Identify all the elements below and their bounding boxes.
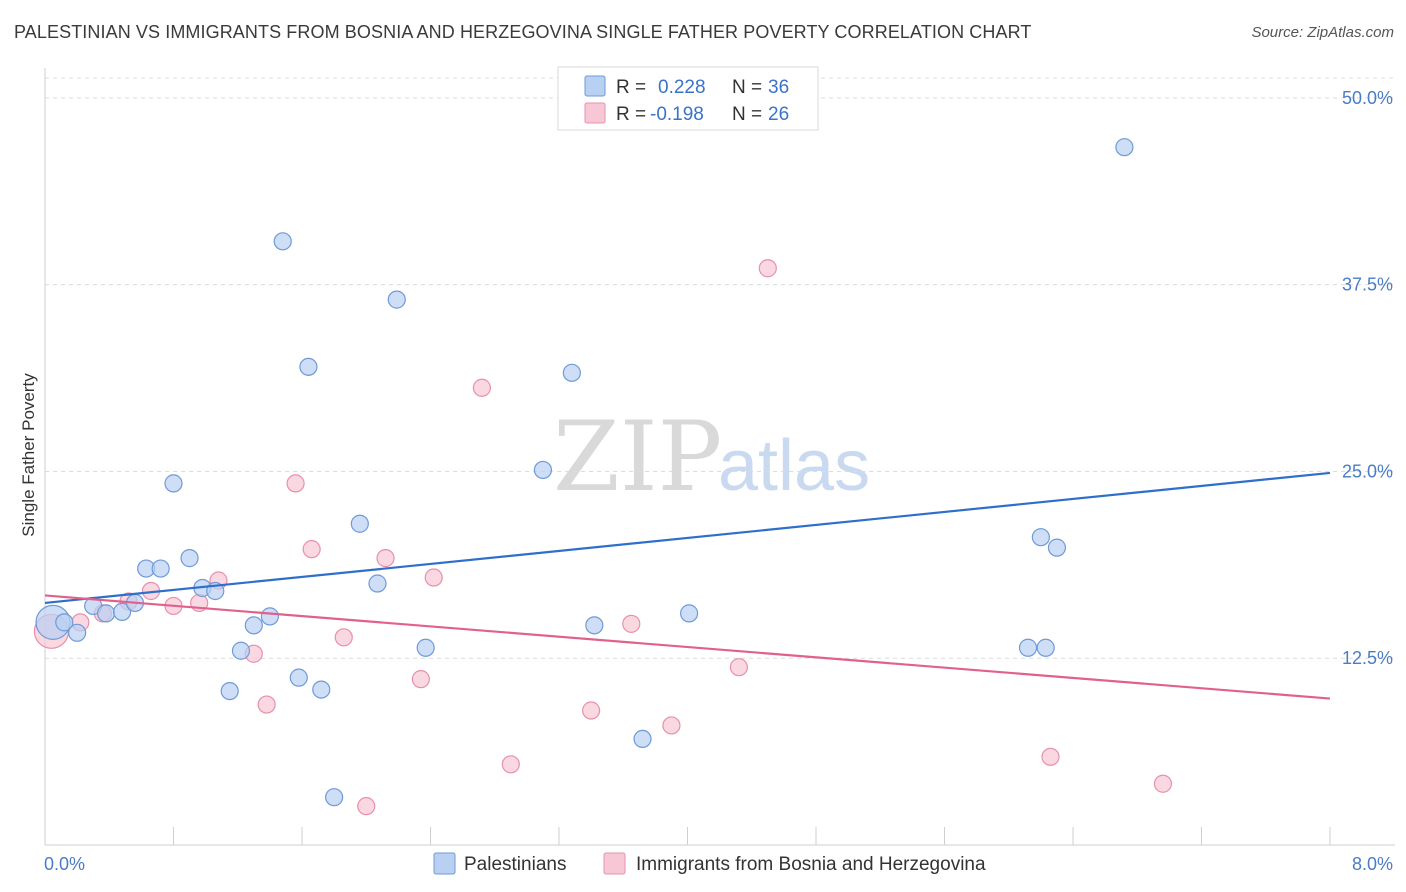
point-palestinians [325,788,344,807]
bottom-legend-swatch-palestinians [433,852,456,875]
point-palestinians [1018,638,1038,657]
point-palestinians [585,616,604,635]
point-bosnia [302,540,321,559]
point-bosnia [501,755,520,774]
point-bosnia [662,716,681,735]
point-palestinians [312,680,331,699]
point-bosnia [357,797,376,816]
point-bosnia [1153,774,1173,793]
point-bosnia [376,549,395,568]
point-palestinians [96,604,116,623]
point-bosnia [758,259,777,278]
point-palestinians [68,623,87,642]
legend-swatch-bosnia [584,102,606,124]
point-bosnia [424,568,443,587]
point-palestinians [231,641,251,660]
legend-n-label-2: N = [732,104,762,125]
bottom-legend-swatch-bosnia [603,852,626,875]
source-label: Source: ZipAtlas.com [1251,24,1394,41]
point-bosnia [1041,747,1060,766]
bottom-legend-label-palestinians: Palestinians [464,854,566,875]
point-palestinians [260,607,279,626]
point-palestinians [55,613,74,632]
point-palestinians [289,668,308,687]
point-palestinians [1031,528,1050,547]
points-bosnia [33,259,1173,816]
legend-box: R = 0.228 N = 36 R = -0.198 N = 26 [557,66,819,131]
point-palestinians [387,290,406,309]
legend-r-value-1: 0.228 [658,77,706,98]
legend-n-value-2: 26 [768,104,789,125]
point-bosnia [582,701,601,720]
point-palestinians [1115,138,1134,157]
point-palestinians [562,363,581,382]
point-palestinians [273,232,292,251]
point-bosnia [334,628,353,647]
x-tick-label-max: 8.0% [1352,854,1393,874]
legend-r-label-2: R = [616,104,646,125]
y-axis-label: Single Father Poverty [19,373,38,537]
y-tick-label: 37.5% [1342,275,1393,295]
point-palestinians [299,357,318,376]
trendline-palestinians [44,471,1331,605]
point-palestinians [633,729,652,749]
y-tick-label: 50.0% [1342,88,1393,108]
x-tick-label-min: 0.0% [44,854,85,874]
legend-swatch-palestinians [584,75,606,97]
point-palestinians [151,559,170,578]
point-palestinians [244,616,263,635]
point-palestinians [416,638,435,657]
legend-n-label-1: N = [732,77,762,98]
point-palestinians [1047,538,1067,557]
point-palestinians [350,514,369,533]
chart-title: PALESTINIAN VS IMMIGRANTS FROM BOSNIA AN… [14,22,1032,42]
point-palestinians [680,604,699,623]
point-palestinians [112,602,132,622]
point-bosnia [472,378,491,397]
trendline-bosnia [44,594,1331,700]
point-palestinians [220,681,239,701]
y-tick-labels: 12.5% 25.0% 37.5% 50.0% [1342,88,1393,668]
point-palestinians [533,460,553,480]
point-palestinians [164,474,183,493]
watermark-atlas: atlas [718,426,870,506]
axes [44,68,1395,846]
point-bosnia [257,695,276,714]
bottom-legend: Palestinians Immigrants from Bosnia and … [433,852,986,875]
point-bosnia [286,474,305,493]
point-bosnia [411,670,430,689]
legend-r-label-1: R = [616,77,646,98]
points-palestinians [35,138,1134,807]
watermark-zip: ZIP [553,401,722,513]
point-palestinians [1036,638,1055,657]
legend-r-value-2: -0.198 [650,104,704,125]
bottom-legend-label-bosnia: Immigrants from Bosnia and Herzegovina [636,854,986,875]
point-palestinians [180,549,199,568]
y-tick-label: 12.5% [1342,648,1393,668]
point-bosnia [622,614,641,633]
x-tick-marks [44,827,1331,845]
point-palestinians [368,574,387,593]
legend-n-value-1: 36 [768,77,789,98]
point-bosnia [729,658,749,677]
y-tick-label: 25.0% [1342,461,1393,481]
trend-lines [44,471,1331,700]
gridlines [45,77,1395,659]
